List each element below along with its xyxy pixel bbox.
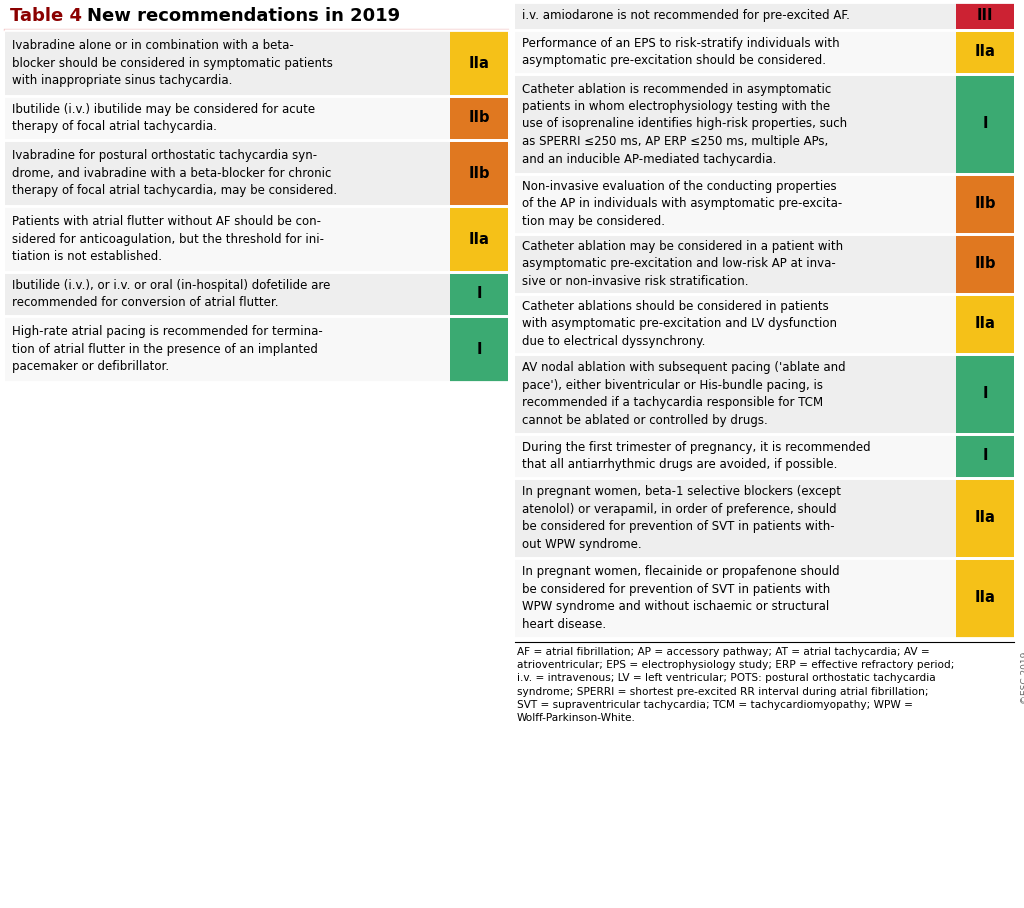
Text: I: I [476,341,481,357]
Text: New recommendations in 2019: New recommendations in 2019 [87,7,400,25]
Bar [5,96,508,140]
Text: Ivabradine alone or in combination with a beta-
blocker should be considered in : Ivabradine alone or in combination with … [12,39,333,87]
Text: AF = atrial fibrillation; AP = accessory pathway; AT = atrial tachycardia; AV =
: AF = atrial fibrillation; AP = accessory… [517,647,954,723]
Text: IIa: IIa [975,44,995,60]
Text: In pregnant women, flecainide or propafenone should
be considered for prevention: In pregnant women, flecainide or propafe… [522,566,840,631]
Text: I: I [982,449,988,463]
Text: I: I [982,116,988,132]
Text: i.v. amiodarone is not recommended for pre-excited AF.: i.v. amiodarone is not recommended for p… [522,9,850,23]
Bar [956,174,1014,234]
Text: Ibutilide (i.v.), or i.v. or oral (in-hospital) dofetilide are
recommended for c: Ibutilide (i.v.), or i.v. or oral (in-ho… [12,279,331,310]
Text: Patients with atrial flutter without AF should be con-
sidered for anticoagulati: Patients with atrial flutter without AF … [12,215,324,263]
Bar [956,74,1014,174]
Bar [515,354,1014,434]
Text: IIa: IIa [469,55,489,71]
Text: I: I [476,287,481,301]
Bar [956,354,1014,434]
Text: ©ESC 2019: ©ESC 2019 [1022,652,1024,705]
Text: IIa: IIa [975,317,995,331]
Bar [450,206,508,272]
Bar [515,294,1014,354]
Bar [5,206,508,272]
Text: High-rate atrial pacing is recommended for termina-
tion of atrial flutter in th: High-rate atrial pacing is recommended f… [12,325,323,373]
Text: IIb: IIb [468,111,489,125]
Text: IIa: IIa [975,510,995,526]
Bar [956,234,1014,294]
Text: IIb: IIb [468,165,489,181]
Bar [450,140,508,206]
Bar [515,30,1014,74]
Bar [5,272,508,316]
Text: Performance of an EPS to risk-stratify individuals with
asymptomatic pre-excitat: Performance of an EPS to risk-stratify i… [522,36,840,67]
Bar [450,316,508,382]
Bar [956,30,1014,74]
Bar [5,30,508,96]
Bar [956,2,1014,30]
Bar [515,74,1014,174]
Text: In pregnant women, beta-1 selective blockers (except
atenolol) or verapamil, in : In pregnant women, beta-1 selective bloc… [522,485,841,551]
Bar [515,558,1014,638]
Text: Catheter ablation is recommended in asymptomatic
patients in whom electrophysiol: Catheter ablation is recommended in asym… [522,83,847,165]
Bar [515,434,1014,478]
Bar [956,558,1014,638]
Text: IIb: IIb [974,256,995,271]
Text: IIa: IIa [469,232,489,246]
Bar [450,30,508,96]
Text: Non-invasive evaluation of the conducting properties
of the AP in individuals wi: Non-invasive evaluation of the conductin… [522,180,843,228]
Bar [956,294,1014,354]
Bar [515,234,1014,294]
Bar [450,96,508,140]
Bar [5,140,508,206]
Text: Ivabradine for postural orthostatic tachycardia syn-
drome, and ivabradine with : Ivabradine for postural orthostatic tach… [12,149,337,197]
Text: Catheter ablation may be considered in a patient with
asymptomatic pre-excitatio: Catheter ablation may be considered in a… [522,240,843,288]
Bar [5,316,508,382]
Text: During the first trimester of pregnancy, it is recommended
that all antiarrhythm: During the first trimester of pregnancy,… [522,440,870,471]
Bar [515,2,1014,30]
Text: Catheter ablations should be considered in patients
with asymptomatic pre-excita: Catheter ablations should be considered … [522,300,837,348]
Text: IIa: IIa [975,590,995,606]
Bar [515,174,1014,234]
Bar [956,478,1014,558]
Text: III: III [977,8,993,24]
Text: AV nodal ablation with subsequent pacing ('ablate and
pace'), either biventricul: AV nodal ablation with subsequent pacing… [522,361,846,427]
Bar [450,272,508,316]
Text: IIb: IIb [974,196,995,212]
Bar [515,478,1014,558]
Text: Table 4: Table 4 [10,7,82,25]
Text: I: I [982,387,988,401]
Bar [956,434,1014,478]
Text: Ibutilide (i.v.) ibutilide may be considered for acute
therapy of focal atrial t: Ibutilide (i.v.) ibutilide may be consid… [12,103,315,133]
